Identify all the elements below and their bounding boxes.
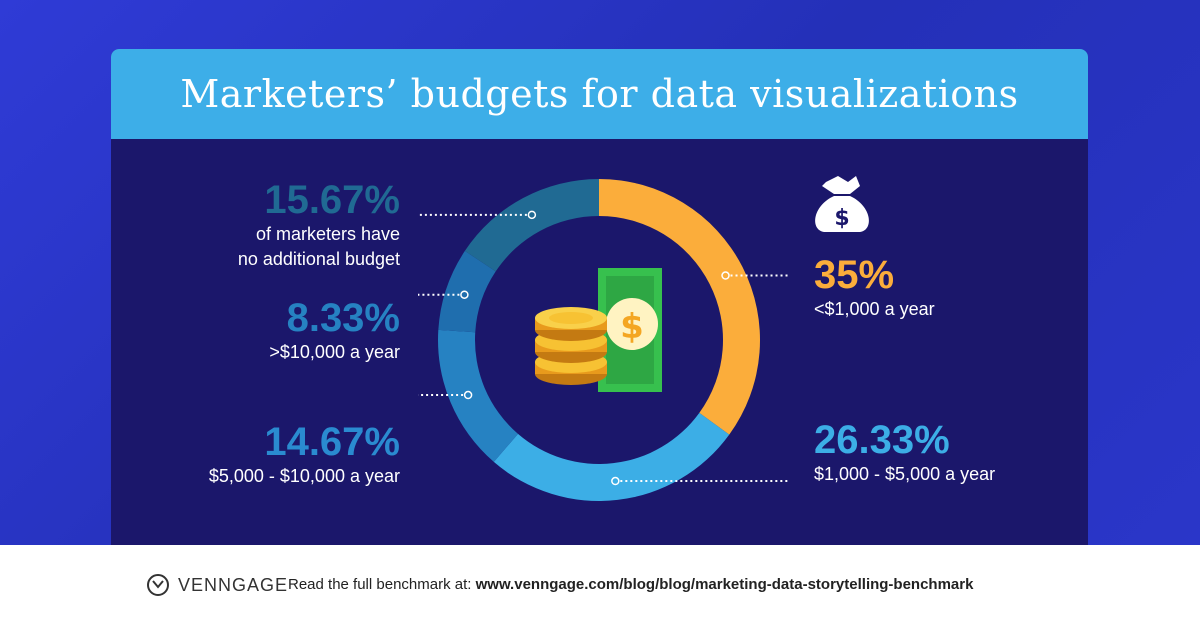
leader-dot-over-10000 [460,290,469,299]
leader-dot-under-1000 [721,271,730,280]
coins-and-bill-icon: $ [535,268,662,392]
desc-1000-5000: $1,000 - $5,000 a year [814,464,996,484]
leader-dot-5000-10000 [463,390,473,400]
svg-text:$: $ [620,307,644,347]
pct-under-1000: 35% [814,253,895,297]
label-no-budget: 15.67% of marketers have no additional b… [150,178,400,272]
leader-dot-1000-5000 [611,476,620,486]
slice-5000-10000 [438,329,518,462]
label-1000-5000: 26.33% $1,000 - $5,000 a year [814,418,1074,487]
leader-lines [418,210,790,486]
venngage-logo-icon [147,574,169,596]
label-5000-10000: 14.67% $5,000 - $10,000 a year [120,420,400,489]
brand-name: VENNGAGE [178,575,289,595]
desc-over-10000: >$10,000 a year [269,342,400,362]
footer-text: Read the full benchmark at: www.venngage… [288,573,973,597]
desc-no-budget-line1: of marketers have [255,224,400,244]
chart-title: Marketers’ budgets for data visualizatio… [180,72,1019,116]
svg-text:$: $ [834,206,849,231]
title-banner: Marketers’ budgets for data visualizatio… [111,49,1088,139]
desc-no-budget-line2: no additional budget [237,249,400,269]
desc-5000-10000: $5,000 - $10,000 a year [208,466,400,486]
footer [0,545,1200,628]
label-over-10000: 8.33% >$10,000 a year [150,296,400,365]
leader-dot-no-budget [527,210,537,220]
label-under-1000: 35% <$1,000 a year [814,253,1074,322]
pct-5000-10000: 14.67% [264,420,400,464]
pct-1000-5000: 26.33% [814,418,950,462]
slice-under-1000 [599,179,760,435]
pct-over-10000: 8.33% [286,296,400,340]
desc-under-1000: <$1,000 a year [814,299,935,319]
money-bag-icon: $ [815,176,869,232]
donut-slices [438,179,760,501]
benchmark-link[interactable]: www.venngage.com/blog/blog/marketing-dat… [475,576,974,593]
footer-prefix: Read the full benchmark at: [288,576,476,593]
slice-no-budget [464,179,599,272]
slice-1000-5000 [493,412,730,501]
pct-no-budget: 15.67% [264,178,400,222]
